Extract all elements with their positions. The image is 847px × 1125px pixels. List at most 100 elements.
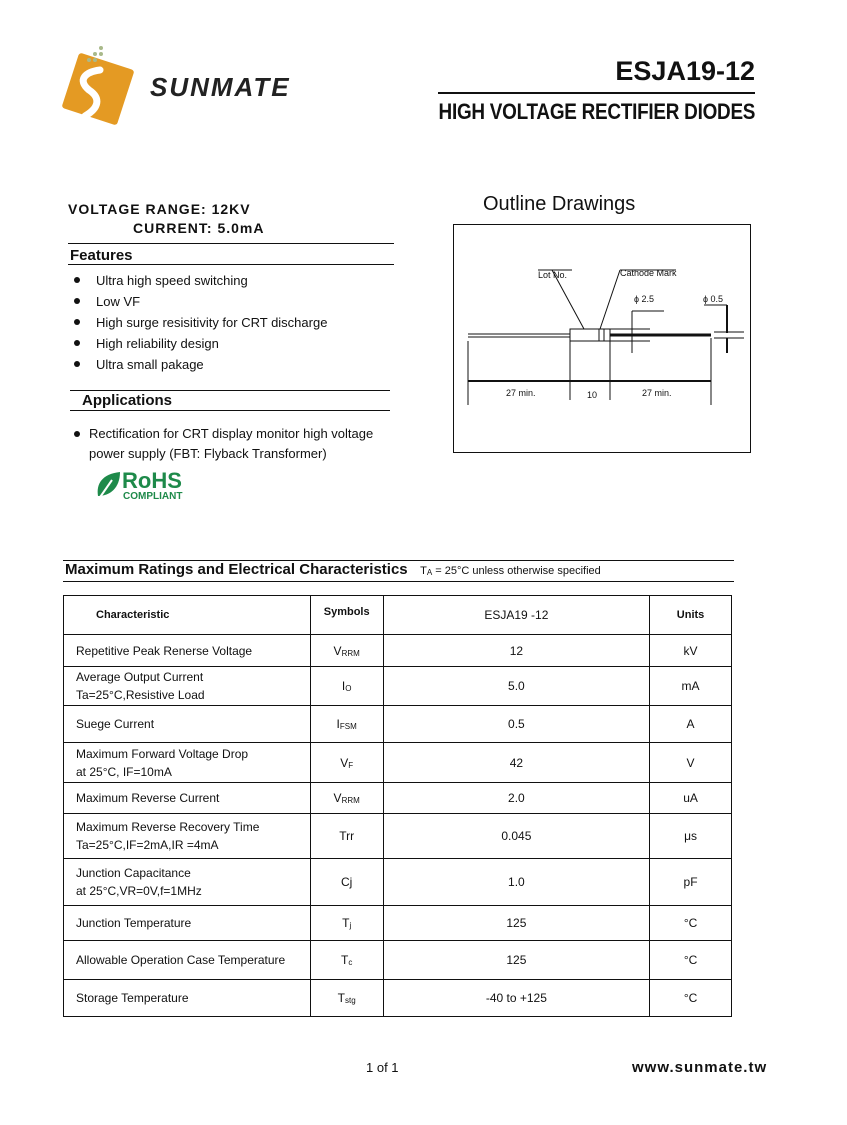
dim-right-label: 27 min.: [642, 388, 672, 398]
feature-item: Ultra small pakage: [72, 357, 327, 378]
characteristic-cell: Suege Current: [63, 705, 311, 743]
divider: [63, 560, 734, 561]
unit-cell: kV: [649, 634, 732, 667]
symbol: V: [333, 643, 342, 658]
characteristic-cell: Junction Capacitance at 25°C,VR=0V,f=1MHz: [63, 858, 311, 906]
characteristic-name: Maximum Reverse Recovery Time: [76, 820, 260, 834]
symbol-subscript: j: [349, 921, 352, 930]
rohs-text: RoHS: [122, 468, 182, 493]
characteristic-name: Junction Temperature: [76, 916, 192, 930]
characteristic-condition: at 25°C,VR=0V,f=1MHz: [76, 884, 202, 898]
symbol-subscript: O: [345, 684, 352, 693]
application-line-2: power supply (FBT: Flyback Transformer): [89, 446, 327, 461]
characteristic-condition: Ta=25°C,Resistive Load: [76, 688, 205, 702]
outline-title: Outline Drawings: [483, 193, 636, 215]
table-row: Allowable Operation Case Temperature Tc …: [63, 940, 732, 980]
table-row: Repetitive Peak Renerse Voltage VRRM 12 …: [63, 634, 732, 667]
table-header-row: Characteristic Symbols ESJA19 -12 Units: [63, 595, 732, 635]
voltage-range: VOLTAGE RANGE: 12KV: [68, 201, 251, 217]
divider: [68, 264, 394, 265]
table-row: Junction Temperature Tj 125 °C: [63, 905, 732, 941]
header-value: ESJA19 -12: [382, 595, 651, 635]
symbol-cell: VRRM: [309, 782, 384, 814]
table-row: Storage Temperature Tstg -40 to +125 °C: [63, 979, 732, 1017]
leaf-icon: [95, 472, 120, 504]
symbol: T: [337, 991, 345, 1005]
symbol: T: [342, 916, 350, 930]
unit-cell: pF: [649, 858, 732, 906]
characteristic-cell: Storage Temperature: [63, 979, 311, 1017]
symbol-cell: IO: [309, 666, 384, 706]
symbol-cell: VRRM: [309, 634, 384, 667]
characteristic-cell: Allowable Operation Case Temperature: [63, 940, 311, 980]
header-units: Units: [649, 595, 732, 635]
characteristic-condition: at 25°C, IF=10mA: [76, 764, 172, 779]
rohs-badge: RoHS COMPLIANT: [94, 468, 194, 504]
lead-diameter-label: ɸ 0.5: [703, 294, 723, 304]
characteristic-name: Average Output Current: [76, 670, 204, 684]
feature-item: Ultra high speed switching: [72, 273, 327, 294]
unit-cell: A: [649, 705, 732, 743]
characteristic-name: Junction Capacitance: [76, 866, 191, 880]
header-symbols: Symbols: [309, 595, 384, 635]
value-cell: 5.0: [382, 666, 651, 706]
symbol: V: [333, 791, 342, 805]
table-row: Maximum Forward Voltage Drop at 25°C, IF…: [63, 742, 732, 783]
website-link[interactable]: www.sunmate.tw: [632, 1059, 768, 1076]
symbol: T: [341, 953, 349, 967]
unit-cell: mA: [649, 666, 732, 706]
part-number: ESJA19-12: [615, 56, 755, 86]
value-cell: 2.0: [382, 782, 651, 814]
page-number: 1 of 1: [366, 1060, 399, 1075]
symbol-cell: VF: [309, 742, 384, 783]
characteristic-name: Repetitive Peak Renerse Voltage: [76, 643, 253, 658]
symbol: Trr: [339, 829, 355, 843]
header-rule: [438, 92, 755, 94]
table-row: Average Output Current Ta=25°C,Resistive …: [63, 666, 732, 706]
symbol-cell: IFSM: [309, 705, 384, 743]
cathode-mark-label: Cathode Mark: [620, 268, 677, 278]
symbol-cell: Cj: [309, 858, 384, 906]
compliant-text: COMPLIANT: [123, 491, 183, 502]
condition-t: T: [420, 565, 427, 577]
condition-sub: A: [426, 568, 433, 577]
feature-item: Low VF: [72, 294, 327, 315]
ratings-title: Maximum Ratings and Electrical Character…: [65, 561, 408, 578]
table-row: Maximum Reverse Recovery Time Ta=25°C,IF=…: [63, 813, 732, 859]
table-row: Junction Capacitance at 25°C,VR=0V,f=1MHz…: [63, 858, 732, 906]
feature-item: High reliability design: [72, 336, 327, 357]
dim-left-label: 27 min.: [506, 388, 536, 398]
table-row: Maximum Reverse Current VRRM 2.0 uA: [63, 782, 732, 814]
characteristic-name: Allowable Operation Case Temperature: [76, 953, 286, 967]
divider: [70, 390, 390, 391]
characteristic-cell: Junction Temperature: [63, 905, 311, 941]
condition-rest: = 25°C unless otherwise specified: [432, 565, 601, 577]
diode-drawing: [467, 269, 744, 405]
characteristic-name: Maximum Reverse Current: [76, 791, 220, 805]
divider: [68, 243, 394, 244]
unit-cell: °C: [649, 940, 732, 980]
application-line-1: Rectification for CRT display monitor hi…: [89, 426, 374, 441]
value-cell: -40 to +125: [382, 979, 651, 1017]
symbol: V: [340, 755, 349, 770]
unit-cell: °C: [649, 905, 732, 941]
unit-cell: V: [649, 742, 732, 783]
characteristic-cell: Average Output Current Ta=25°C,Resistive …: [63, 666, 311, 706]
ratings-table: Characteristic Symbols ESJA19 -12 Units …: [63, 595, 732, 1017]
bullet-icon: [74, 431, 80, 437]
characteristic-cell: Maximum Forward Voltage Drop at 25°C, IF…: [63, 742, 311, 783]
lot-no-label: Lot No.: [538, 270, 568, 280]
features-title: Features: [70, 247, 133, 264]
symbol-cell: Tj: [309, 905, 384, 941]
symbol: Cj: [341, 875, 353, 889]
divider: [70, 410, 390, 411]
value-cell: 0.045: [382, 813, 651, 859]
dim-body-label: 10: [587, 390, 598, 400]
feature-item: High surge resisitivity for CRT discharg…: [72, 315, 327, 336]
unit-cell: °C: [649, 979, 732, 1017]
outline-drawing: Lot No. Cathode Mark ɸ 2.5 ɸ 0.5 27 min.…: [453, 224, 751, 453]
header-characteristic: Characteristic: [63, 595, 311, 635]
value-cell: 1.0: [382, 858, 651, 906]
symbol-subscript: stg: [345, 996, 356, 1005]
